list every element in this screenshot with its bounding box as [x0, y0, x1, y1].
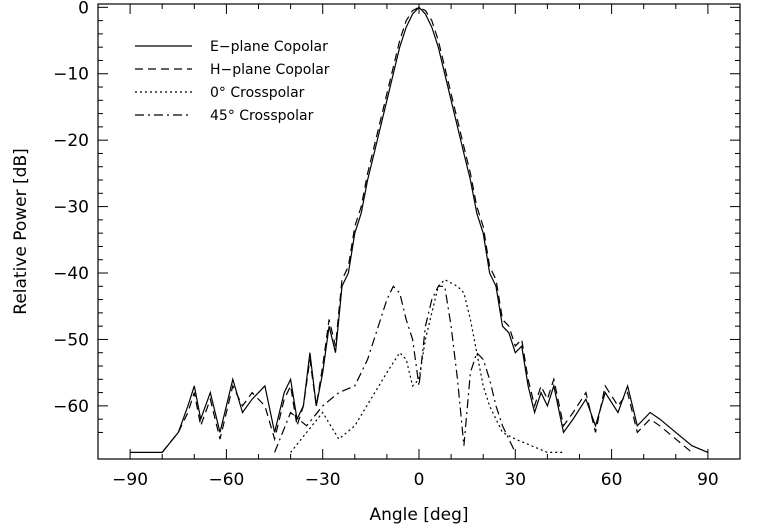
x-axis-title: Angle [deg]	[369, 505, 468, 525]
y-tick-label: −30	[53, 198, 89, 218]
x-tick-label: −60	[208, 470, 244, 490]
legend-label: 45° Crosspolar	[210, 108, 314, 124]
y-axis-title: Relative Power [dB]	[11, 148, 31, 314]
x-tick-label: −30	[305, 470, 341, 490]
x-tick-label: 90	[697, 470, 719, 490]
y-tick-label: −10	[53, 65, 89, 85]
y-tick-label: −40	[53, 264, 89, 284]
ticks-layer: −90 −60 −30 0 30 60 90 0 −10 −20 −30 −40 −50 −60	[53, 0, 741, 490]
x-tick-label: 60	[601, 470, 623, 490]
x-tick-label: 30	[504, 470, 526, 490]
y-tick-label: −50	[53, 330, 89, 350]
series-line-dashed	[161, 6, 693, 453]
x-tick-label: −90	[112, 470, 148, 490]
legend-label: H−plane Copolar	[210, 62, 330, 78]
y-tick-label: 0	[78, 0, 89, 18]
series-line-dotted	[290, 278, 564, 453]
x-tick-label: 0	[414, 470, 425, 490]
legend-label: E−plane Copolar	[210, 39, 328, 55]
series-line-dashdot	[274, 285, 516, 453]
y-tick-label: −20	[53, 131, 89, 151]
plot-frame	[97, 3, 741, 460]
legend: E−plane Copolar H−plane Copolar 0° Crosspo…	[135, 39, 330, 124]
y-tick-label: −60	[53, 397, 89, 417]
legend-label: 0° Crosspolar	[210, 85, 305, 101]
